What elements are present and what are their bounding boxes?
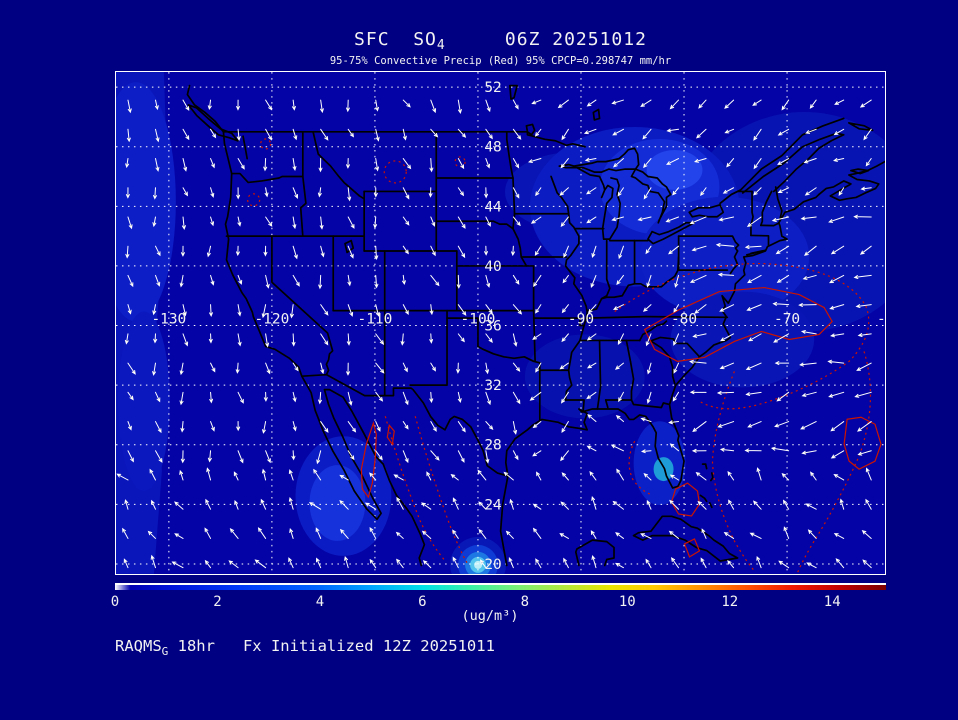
colorbar-gradient (115, 583, 886, 590)
colorbar-tick-14: 14 (823, 594, 841, 610)
map-canvas: -130 -120 -110 -100 -90 -80 -70 -60 20 24 28 32 36 40… (115, 71, 886, 575)
coastline-state-borders (186, 84, 885, 567)
lat-label-40: 40 (484, 259, 501, 275)
footer-annotation: RAQMSG 18hr Fx Initialized 12Z 20251011 (115, 637, 495, 658)
lat-label-24: 24 (484, 497, 502, 513)
page-title: SFC SO4 06Z 20251012 (115, 29, 886, 53)
lat-label-48: 48 (484, 140, 501, 156)
lon-label--100: -100 (461, 311, 496, 327)
title-species: SFC SO (354, 29, 437, 50)
init-text: 18hr Fx Initialized 12Z 20251011 (168, 637, 495, 655)
map-svg: -130 -120 -110 -100 -90 -80 -70 -60 20 24 28 32 36 40… (116, 72, 885, 574)
graticule (116, 72, 885, 574)
lat-label-52: 52 (484, 80, 501, 96)
convective-precip-contours (360, 286, 882, 558)
colorbar-tick-6: 6 (418, 594, 427, 610)
colorbar-tick-4: 4 (315, 594, 325, 610)
subtitle-convective-precip: 95-75% Convective Precip (Red) 95% CPCP=… (329, 55, 672, 67)
lat-label-36: 36 (484, 319, 501, 335)
wind-vector-layer (116, 99, 872, 569)
colorbar-tick-2: 2 (213, 594, 222, 610)
lat-label-32: 32 (484, 378, 501, 394)
lon-label--80: -80 (671, 311, 697, 327)
lon-label--60: -60 (877, 311, 885, 327)
lon-label--70: -70 (774, 311, 800, 327)
colorbar-tick-10: 10 (618, 594, 636, 610)
colorbar-tick-0: 0 (110, 594, 120, 610)
colorbar (115, 583, 886, 590)
title-datetime: 06Z 20251012 (445, 29, 647, 50)
graticule-labels: -130 -120 -110 -100 -90 -80 -70 -60 20 24 28 32 36 40… (151, 80, 885, 573)
lat-label-28: 28 (484, 438, 501, 454)
lon-label--120: -120 (254, 311, 289, 327)
model-subscript: G (161, 645, 169, 658)
lat-label-20: 20 (484, 557, 501, 573)
lat-label-44: 44 (484, 199, 502, 215)
colorbar-tick-12: 12 (721, 594, 739, 610)
lon-label--110: -110 (358, 311, 393, 327)
lon-label--90: -90 (568, 311, 594, 327)
colorbar-unit-label: (ug/m³) (461, 608, 519, 624)
colorbar-tick-8: 8 (520, 594, 530, 610)
title-species-subscript: 4 (436, 38, 446, 53)
colorbar-ticks: 0 2 4 6 8 10 12 14 (111, 594, 886, 610)
lon-label--130: -130 (151, 311, 186, 327)
model-name: RAQMS (115, 637, 162, 655)
